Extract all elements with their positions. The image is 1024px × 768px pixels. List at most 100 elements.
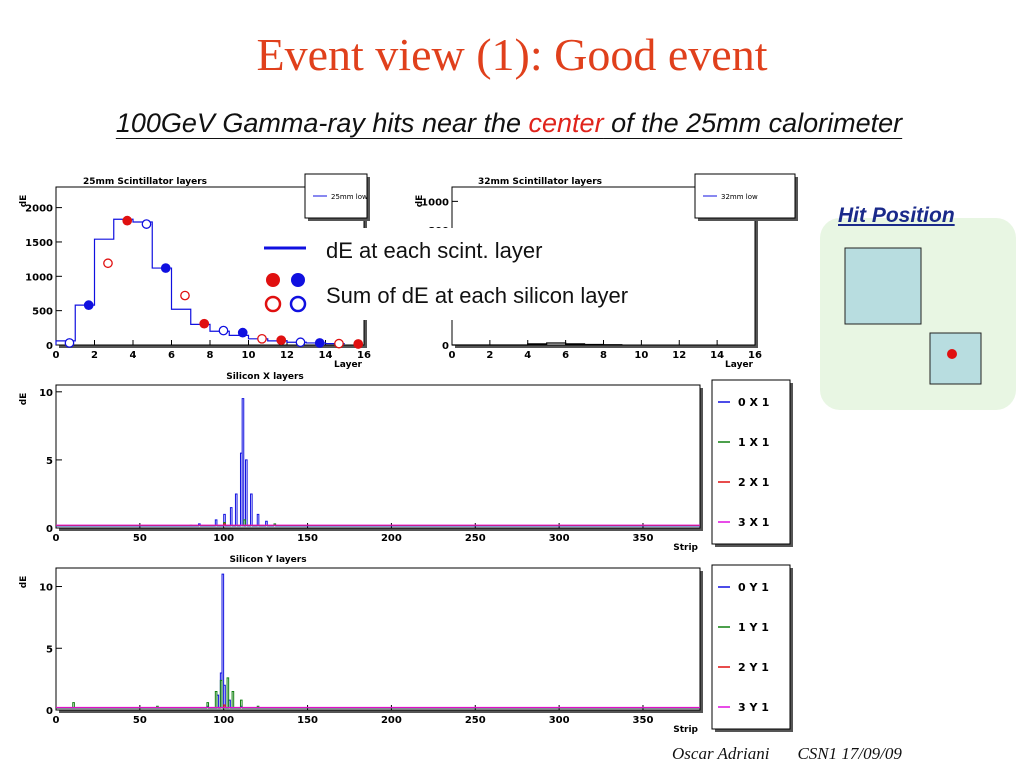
histogram-line bbox=[452, 342, 623, 346]
chart-frame bbox=[55, 384, 701, 529]
data-marker bbox=[257, 333, 267, 344]
x-tick-label: 10 bbox=[634, 350, 648, 361]
y-tick-label: 2000 bbox=[25, 204, 53, 215]
subtitle-highlight: center bbox=[528, 108, 604, 138]
legend-entry: 2 Y 1 bbox=[738, 661, 769, 674]
footer: Oscar Adriani CSN1 17/09/09 bbox=[672, 744, 930, 764]
histogram-line bbox=[55, 218, 345, 345]
chart-title: Silicon X layers bbox=[226, 372, 304, 382]
small-calorimeter-square bbox=[929, 332, 982, 385]
x-tick-label: 200 bbox=[381, 715, 402, 726]
x-tick-label: 12 bbox=[672, 350, 686, 361]
x-tick-label: 250 bbox=[465, 533, 486, 544]
y-tick-label: 5 bbox=[46, 644, 53, 655]
chart-frame bbox=[55, 567, 701, 711]
x-tick-label: 14 bbox=[710, 350, 724, 361]
x-tick-label: 150 bbox=[297, 533, 318, 544]
y-axis-label: dE bbox=[19, 393, 29, 406]
legend-entry: 32mm low bbox=[721, 193, 758, 201]
chart-title: Silicon Y layers bbox=[229, 555, 306, 565]
x-axis-label: Strip bbox=[673, 543, 698, 553]
x-axis-label: Strip bbox=[673, 725, 698, 735]
x-tick-label: 4 bbox=[130, 350, 137, 361]
series-line-green bbox=[56, 677, 700, 709]
data-marker bbox=[237, 327, 248, 338]
data-marker bbox=[276, 335, 287, 346]
slide-subtitle: 100GeV Gamma-ray hits near the center of… bbox=[12, 108, 1006, 139]
hit-position-panel bbox=[820, 218, 1016, 410]
x-tick-label: 2 bbox=[91, 350, 98, 361]
x-tick-label: 50 bbox=[133, 715, 147, 726]
x-tick-label: 100 bbox=[213, 533, 234, 544]
legend-entry: 1 X 1 bbox=[738, 436, 769, 449]
chart-title: 32mm Scintillator layers bbox=[478, 177, 602, 187]
legend-entry: 2 X 1 bbox=[738, 476, 769, 489]
large-calorimeter-square bbox=[844, 247, 922, 325]
y-tick-label: 0 bbox=[46, 706, 53, 717]
x-tick-label: 350 bbox=[633, 715, 654, 726]
hit-marker bbox=[947, 349, 957, 359]
y-tick-label: 0 bbox=[46, 524, 53, 535]
y-tick-label: 1500 bbox=[25, 238, 53, 249]
x-tick-label: 100 bbox=[213, 715, 234, 726]
legend-entry: 25mm low bbox=[331, 193, 368, 201]
x-tick-label: 16 bbox=[748, 350, 762, 361]
y-tick-label: 500 bbox=[32, 307, 53, 318]
chart-title: 25mm Scintillator layers bbox=[83, 177, 207, 187]
y-tick-label: 0 bbox=[442, 341, 449, 352]
x-tick-label: 16 bbox=[357, 350, 371, 361]
overlay-legend-symbols bbox=[264, 246, 307, 313]
x-tick-label: 8 bbox=[600, 350, 607, 361]
x-tick-label: 6 bbox=[168, 350, 175, 361]
data-marker bbox=[353, 339, 364, 349]
y-tick-label: 1000 bbox=[25, 272, 53, 283]
x-tick-label: 300 bbox=[549, 715, 570, 726]
legend-red-filled-marker bbox=[266, 273, 280, 287]
y-tick-label: 5 bbox=[46, 456, 53, 467]
data-marker bbox=[199, 318, 210, 329]
chart-4: Silicon Y layers 0 50 100 150 200 250 300 350 0 5 1… bbox=[19, 555, 793, 735]
chart-3: Silicon X layers 0 50 100 150 200 250 300 350 0 5 1… bbox=[19, 372, 793, 553]
footer-author: Oscar Adriani bbox=[672, 744, 770, 763]
x-tick-label: 350 bbox=[633, 533, 654, 544]
subtitle-text-pre: 100GeV Gamma-ray hits near the bbox=[115, 108, 529, 138]
footer-event: CSN1 17/09/09 bbox=[797, 744, 902, 763]
x-tick-label: 150 bbox=[297, 715, 318, 726]
data-marker bbox=[64, 338, 75, 348]
legend-entry: 0 X 1 bbox=[738, 396, 769, 409]
x-tick-label: 50 bbox=[133, 533, 147, 544]
legend-entry: 1 Y 1 bbox=[738, 621, 769, 634]
x-tick-label: 14 bbox=[319, 350, 333, 361]
x-tick-label: 10 bbox=[242, 350, 256, 361]
y-tick-label: 0 bbox=[46, 341, 53, 352]
legend-box bbox=[711, 564, 791, 730]
hit-position-map bbox=[844, 247, 982, 385]
data-marker bbox=[334, 338, 344, 349]
data-marker bbox=[160, 263, 171, 273]
legend-entry: 3 Y 1 bbox=[738, 701, 769, 714]
legend-entry: 3 X 1 bbox=[738, 516, 769, 529]
legend-markers-label: Sum of dE at each silicon layer bbox=[326, 283, 629, 308]
x-tick-label: 0 bbox=[53, 350, 60, 361]
data-marker bbox=[295, 337, 306, 348]
y-tick-label: 10 bbox=[39, 583, 53, 594]
x-tick-label: 300 bbox=[549, 533, 570, 544]
x-tick-label: 6 bbox=[562, 350, 569, 361]
y-axis-label: dE bbox=[19, 195, 29, 208]
x-tick-label: 200 bbox=[381, 533, 402, 544]
x-tick-label: 0 bbox=[53, 533, 60, 544]
x-tick-label: 4 bbox=[524, 350, 531, 361]
x-tick-label: 12 bbox=[280, 350, 294, 361]
x-tick-label: 2 bbox=[486, 350, 493, 361]
x-axis-label: Layer bbox=[334, 360, 363, 370]
legend-blue-filled-marker bbox=[291, 273, 305, 287]
y-tick-label: 1000 bbox=[421, 197, 449, 208]
legend-line-label: dE at each scint. layer bbox=[326, 238, 543, 263]
y-axis-label: dE bbox=[415, 195, 425, 208]
data-marker bbox=[218, 325, 229, 336]
x-tick-label: 0 bbox=[449, 350, 456, 361]
data-marker bbox=[314, 338, 325, 348]
data-marker bbox=[103, 258, 113, 269]
x-tick-label: 0 bbox=[53, 715, 60, 726]
